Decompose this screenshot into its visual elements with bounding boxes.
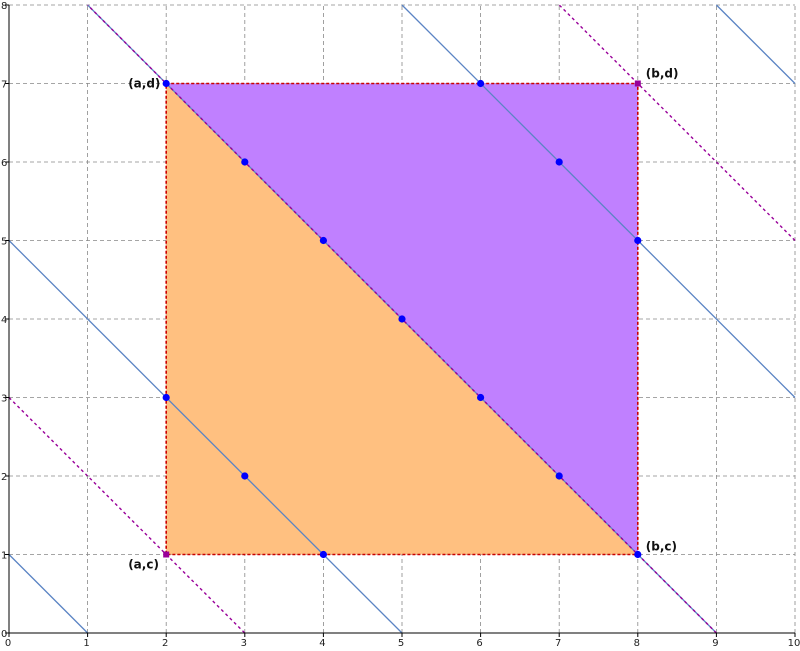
solid-line <box>8 240 403 634</box>
x-tick-label: 7 <box>555 638 561 649</box>
y-tick-label: 8 <box>1 1 7 12</box>
y-tick-label: 0 <box>1 629 7 640</box>
corner-label: (a,c) <box>128 558 159 572</box>
x-tick-label: 0 <box>5 638 11 649</box>
x-tick-label: 6 <box>476 638 482 649</box>
y-tick-label: 1 <box>1 551 7 562</box>
x-tick-label: 8 <box>634 638 640 649</box>
x-tick-label: 1 <box>83 638 89 649</box>
data-point <box>241 158 249 166</box>
corner-labels: (a,d) (b,d) (a,c) (b,c) <box>128 67 678 572</box>
y-tick-label: 2 <box>1 472 7 483</box>
data-point <box>634 236 642 245</box>
data-point <box>555 158 563 166</box>
data-point <box>241 472 249 480</box>
y-tick-label: 3 <box>1 394 7 405</box>
lattice-points <box>162 79 642 559</box>
x-tick-label: 5 <box>398 638 404 649</box>
data-point <box>319 550 327 559</box>
x-tick-label: 10 <box>788 638 800 649</box>
x-tick-label: 4 <box>319 638 325 649</box>
y-tick-label: 5 <box>1 237 7 248</box>
corner-label: (b,c) <box>646 540 677 554</box>
rectangle-border <box>165 82 639 556</box>
corner-label: (b,d) <box>646 67 679 81</box>
data-point <box>634 550 642 559</box>
rectangle-outline <box>165 82 639 556</box>
data-point <box>555 472 563 480</box>
solid-line <box>401 4 796 398</box>
y-tick-label: 7 <box>1 80 7 91</box>
x-tick-label: 2 <box>162 638 168 649</box>
data-point <box>162 393 170 402</box>
corner-marker <box>163 551 170 558</box>
x-tick-label: 3 <box>241 638 247 649</box>
dotted-line <box>8 397 246 634</box>
corner-marker <box>634 80 641 87</box>
data-point <box>477 393 485 402</box>
solid-line <box>715 4 796 84</box>
data-point <box>319 236 327 245</box>
data-point <box>162 79 170 88</box>
dotted-line <box>558 4 796 241</box>
y-tick-label: 4 <box>1 315 7 326</box>
x-tick-label: 9 <box>712 638 718 649</box>
corner-label: (a,d) <box>128 77 160 91</box>
solid-line <box>8 554 89 634</box>
data-point <box>398 315 406 323</box>
data-point <box>477 79 485 88</box>
y-tick-label: 6 <box>1 158 7 169</box>
